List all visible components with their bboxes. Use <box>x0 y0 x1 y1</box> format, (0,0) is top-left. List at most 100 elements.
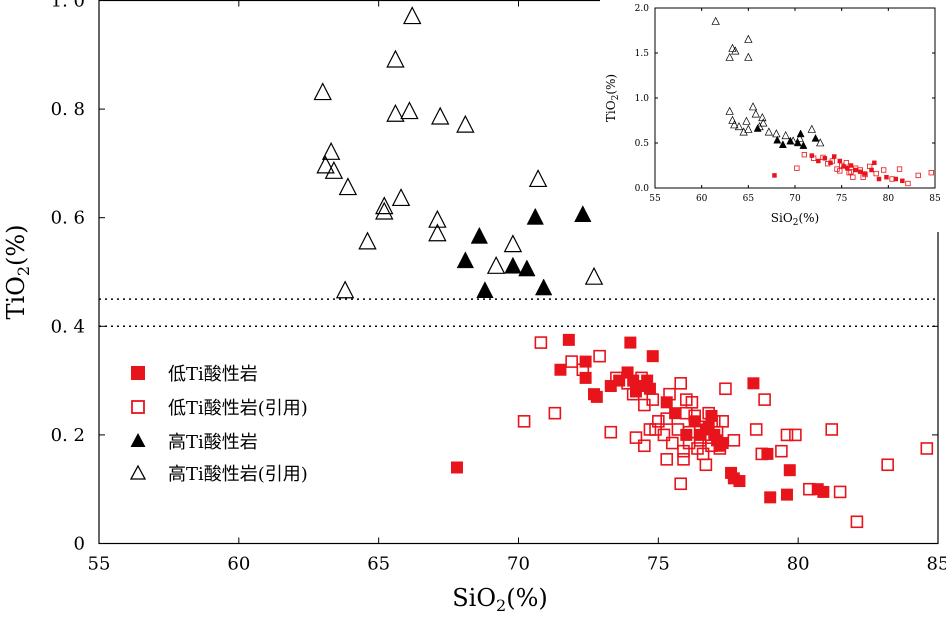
point-open-square <box>850 515 864 529</box>
inset-point-open-square <box>843 160 849 166</box>
inset-scatter-chart: 55 60 65 70 75 80 85 0.00.51.01.52.0 SiO2(%) T… <box>600 0 946 232</box>
point-open-square <box>629 431 643 444</box>
legend-item-low-ti-cited: 低Ti酸性岩(引用) <box>131 398 308 419</box>
point-open-square <box>621 377 634 390</box>
point-open-square <box>688 409 701 423</box>
point-open-square <box>576 363 590 377</box>
inset-point-open-triangle <box>772 129 781 138</box>
inset-point-open-square <box>801 152 807 158</box>
point-filled-square <box>733 475 746 488</box>
point-filled-triangle <box>535 278 553 296</box>
inset-x-axis-title-prefix: SiO <box>771 211 793 225</box>
inset-point-open-triangle <box>744 52 753 61</box>
inset-point-open-triangle <box>725 106 734 115</box>
point-open-square <box>713 442 727 455</box>
point-open-square <box>749 423 763 436</box>
inset-point-filled-square <box>831 154 837 159</box>
legend-label-low-ti-cited: 低Ti酸性岩(引用) <box>168 398 308 419</box>
point-filled-triangle <box>518 259 536 277</box>
point-open-square <box>674 477 688 491</box>
inset-y-tick-label: 1.5 <box>635 49 650 59</box>
y-axis-title-subscript: 2 <box>14 266 33 276</box>
inset-point-filled-triangle <box>799 141 808 149</box>
point-open-square <box>548 406 562 420</box>
point-open-square <box>674 377 688 390</box>
point-open-square <box>682 425 696 439</box>
point-open-square <box>517 415 531 428</box>
inset-point-filled-square <box>872 160 877 166</box>
inset-point-filled-square <box>900 178 905 184</box>
inset-point-filled-square <box>876 176 882 182</box>
point-open-triangle <box>358 231 377 250</box>
main-data-points <box>313 6 934 529</box>
inset-point-open-triangle <box>728 43 737 52</box>
series-high-ti <box>456 205 592 298</box>
point-open-square <box>920 442 934 455</box>
point-filled-square <box>783 464 796 477</box>
inset-point-open-square <box>829 158 835 164</box>
point-filled-triangle <box>574 205 592 222</box>
point-open-square <box>657 428 671 442</box>
point-open-square <box>803 482 816 496</box>
point-filled-square <box>817 485 830 498</box>
inset-y-axis-title-suffix: (%) <box>604 74 618 95</box>
inset-point-filled-square <box>772 173 777 178</box>
inset-point-open-square <box>837 168 843 174</box>
inset-point-open-square <box>860 174 866 180</box>
point-open-square <box>755 447 769 461</box>
point-open-square <box>705 439 718 453</box>
inset-x-tick-label: 75 <box>836 194 848 204</box>
point-open-square <box>727 434 741 447</box>
inset-series-inset-high-ti-cited <box>711 16 825 147</box>
y-axis-title-prefix: TiO <box>2 276 30 319</box>
point-open-square <box>593 349 606 363</box>
point-open-triangle <box>503 234 523 253</box>
legend-marker-filled-red-square <box>131 366 145 380</box>
point-filled-square <box>643 382 656 395</box>
inset-point-open-triangle <box>816 138 825 147</box>
inset-point-open-square <box>839 162 845 169</box>
point-filled-triangle <box>456 251 475 269</box>
inset-x-axis-title-subscript: 2 <box>793 218 799 228</box>
point-open-square <box>663 387 676 401</box>
y-tick-label: 0. 8 <box>51 99 85 120</box>
point-open-square <box>758 393 771 406</box>
y-tick-label: 0. 6 <box>51 208 85 229</box>
inset-y-tick-label: 1.0 <box>635 94 650 104</box>
legend-label-high-ti-cited: 高Ti酸性岩(引用) <box>168 464 308 485</box>
point-filled-square <box>590 390 603 403</box>
point-open-square <box>652 415 665 428</box>
point-filled-square <box>780 488 793 501</box>
legend: 低Ti酸性岩 低Ti酸性岩(引用) 高Ti酸性岩 高Ti酸性岩(引用) <box>129 364 308 485</box>
inset-point-open-square <box>915 172 921 179</box>
inset-point-open-square <box>905 180 911 187</box>
inset-point-filled-square <box>848 163 854 168</box>
point-open-triangle <box>375 196 394 215</box>
inset-point-open-triangle <box>734 122 744 131</box>
point-open-triangle <box>386 49 405 68</box>
inset-point-filled-square <box>869 167 874 173</box>
inset-y-axis-title-prefix: TiO <box>604 100 618 122</box>
point-filled-square <box>450 461 463 474</box>
inset-data-points <box>711 16 934 187</box>
point-open-triangle <box>324 160 344 179</box>
inset-point-open-square <box>873 170 879 177</box>
inset-point-open-square <box>853 165 859 171</box>
point-open-square <box>610 371 623 385</box>
x-axis-title-prefix: SiO <box>452 584 496 612</box>
inset-point-open-triangle <box>744 124 753 133</box>
legend-marker-open-red-square <box>131 400 145 414</box>
inset-point-filled-triangle <box>811 133 820 142</box>
inset-x-axis-title: SiO2(%) <box>771 211 819 228</box>
point-open-triangle <box>316 155 335 174</box>
point-open-square <box>710 425 724 439</box>
inset-y-tick-label: 2.0 <box>635 4 650 14</box>
inset-background <box>600 0 946 232</box>
point-open-square <box>671 423 685 436</box>
inset-point-filled-triangle <box>778 140 787 148</box>
inset-point-open-square <box>867 163 873 170</box>
inset-point-open-triangle <box>725 52 734 61</box>
point-open-square <box>775 444 788 458</box>
y-axis-title: TiO2(%) <box>2 224 33 319</box>
